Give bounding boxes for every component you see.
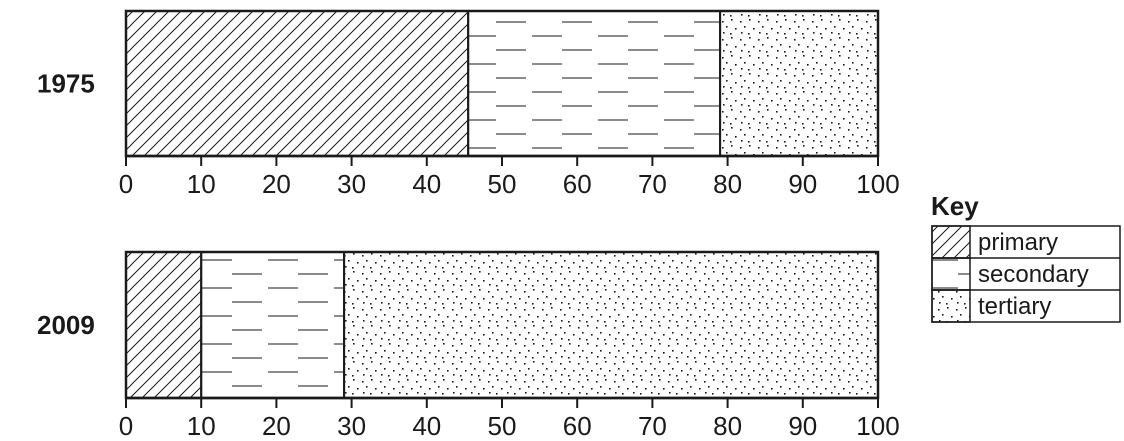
- key-item-primary: primary: [931, 225, 1058, 259]
- x-tick-label: 40: [412, 411, 441, 441]
- x-tick-label: 50: [488, 411, 517, 441]
- key-title: Key: [931, 191, 979, 221]
- bar-segment-tertiary-2009: [343, 251, 879, 399]
- key-label-primary: primary: [978, 229, 1058, 256]
- x-tick-label: 100: [856, 169, 899, 199]
- key-legend: Key primary secondary tertiary: [931, 191, 1121, 323]
- x-tick-label: 90: [788, 169, 817, 199]
- bar-row-1975: 1975 0 10 20 30 40 50 60 70 80 90 100: [37, 9, 900, 199]
- year-label-1975: 1975: [37, 69, 95, 99]
- key-label-tertiary: tertiary: [978, 293, 1051, 320]
- x-tick-label: 80: [713, 411, 742, 441]
- bar-segment-primary-2009: [125, 251, 203, 399]
- key-swatch-secondary: [931, 257, 971, 291]
- bar-segment-primary-1975: [125, 10, 470, 157]
- x-axis-1975: 0 10 20 30 40 50 60 70 80 90 100: [119, 154, 900, 199]
- key-swatch-tertiary: [931, 289, 971, 323]
- bar-segment-secondary-1975: [467, 10, 722, 157]
- x-tick-label: 30: [337, 411, 366, 441]
- year-label-2009: 2009: [37, 310, 95, 340]
- x-tick-label: 70: [638, 411, 667, 441]
- x-tick-label: 10: [187, 169, 216, 199]
- x-tick-label: 0: [119, 411, 133, 441]
- x-tick-label: 80: [713, 169, 742, 199]
- x-tick-label: 70: [638, 169, 667, 199]
- key-item-tertiary: tertiary: [931, 289, 1120, 323]
- key-item-secondary: secondary: [931, 257, 1120, 291]
- x-tick-label: 10: [187, 411, 216, 441]
- x-tick-label: 60: [563, 169, 592, 199]
- key-label-secondary: secondary: [978, 261, 1089, 288]
- key-swatch-primary: [931, 225, 971, 259]
- x-tick-label: 0: [119, 169, 133, 199]
- x-axis-2009: 0 10 20 30 40 50 60 70 80 90 100: [119, 396, 900, 441]
- x-tick-label: 40: [412, 169, 441, 199]
- x-tick-label: 60: [563, 411, 592, 441]
- bar-row-2009: 2009 0 10 20 30 40 50 60 70 80 90 100: [37, 250, 900, 441]
- x-tick-label: 20: [262, 411, 291, 441]
- x-tick-label: 30: [337, 169, 366, 199]
- bar-segment-tertiary-1975: [719, 10, 880, 157]
- x-tick-label: 100: [856, 411, 899, 441]
- x-tick-label: 50: [488, 169, 517, 199]
- plot-area: 1975 0 10 20 30 40 50 60 70 80 90 100 2009 0 10 20 30 40 5…: [37, 9, 900, 441]
- x-tick-label: 20: [262, 169, 291, 199]
- x-tick-label: 90: [788, 411, 817, 441]
- bar-segment-secondary-2009: [200, 251, 346, 399]
